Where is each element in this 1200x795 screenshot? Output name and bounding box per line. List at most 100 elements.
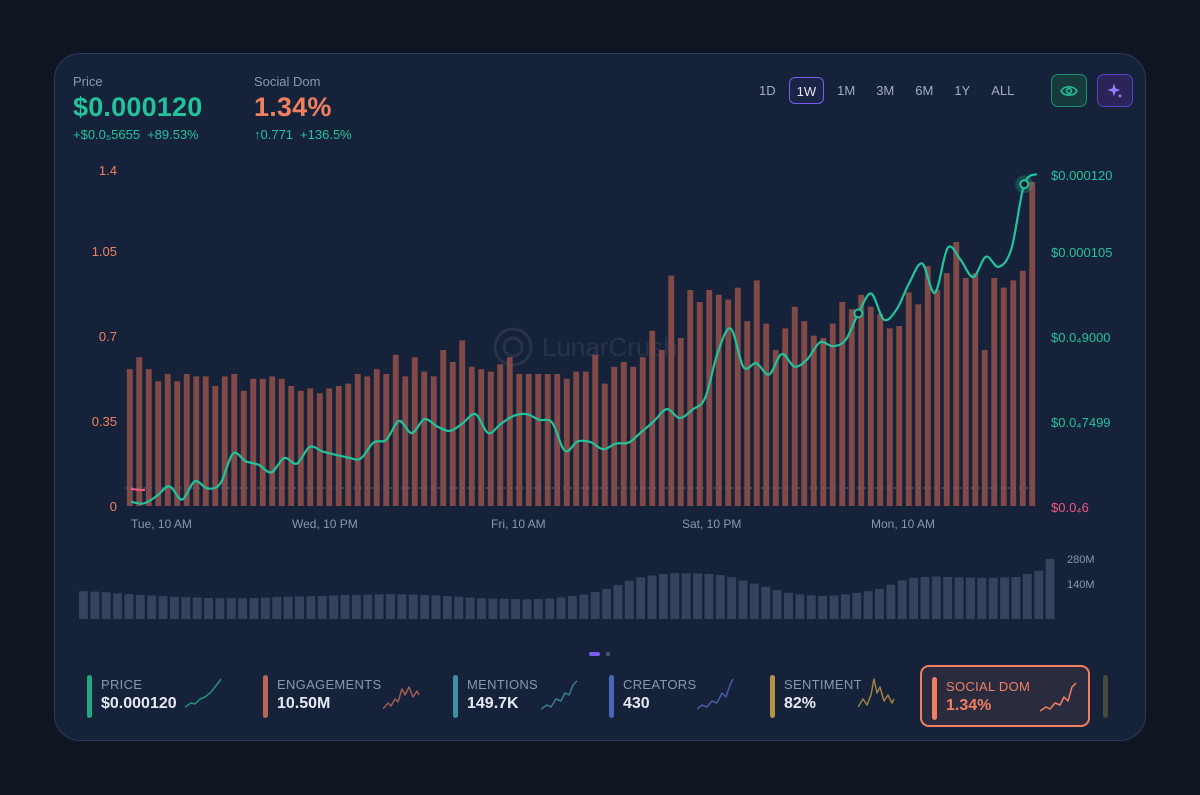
right-axis-tick: $0.0₄7499 — [1051, 415, 1111, 430]
volume-bar — [590, 592, 600, 619]
social-dom-bar — [734, 287, 741, 506]
range-6m-button[interactable]: 6M — [915, 83, 934, 98]
volume-bar — [658, 574, 668, 619]
eye-icon-button[interactable] — [1051, 74, 1087, 107]
metric-engagements[interactable]: ENGAGEMENTS 10.50M — [253, 665, 435, 727]
watermark-text: LunarCrush — [542, 331, 678, 362]
volume-bar — [840, 594, 850, 619]
volume-bar — [1022, 574, 1032, 619]
price-label: Price — [73, 74, 103, 89]
metric-color-bar — [87, 675, 92, 718]
social-dom-price-chart[interactable]: 1.4 1.05 0.7 0.35 0 $0.000120 $0.000105 $0.0₄90… — [55, 54, 1146, 624]
sparkle-icon-button[interactable] — [1097, 74, 1133, 107]
social-dom-bar — [1010, 280, 1017, 506]
metric-label: CREATORS — [623, 677, 697, 692]
volume-bar — [1011, 577, 1021, 619]
social-dom-bar — [962, 278, 969, 506]
volume-bar — [431, 595, 441, 619]
volume-bar — [727, 577, 737, 619]
social-dom-bar — [658, 350, 665, 506]
carousel-dot-active[interactable] — [589, 652, 600, 656]
volume-bar — [795, 594, 805, 619]
social-dom-bar — [744, 321, 751, 506]
social-dom-bar — [278, 378, 285, 506]
range-1w-button[interactable]: 1W — [788, 77, 825, 104]
price-stat: Price $0.000120 +$0.0₅5655 +89.53% — [73, 74, 206, 142]
price-value: $0.000120 — [73, 92, 203, 122]
sparkle-icon — [1107, 83, 1123, 98]
social-dom-bar — [763, 323, 770, 506]
volume-bar — [806, 595, 816, 619]
range-all-button[interactable]: ALL — [991, 83, 1015, 98]
social-dom-bar — [839, 302, 846, 506]
price-change-abs: +$0.0₅5655 — [73, 127, 141, 142]
metric-color-bar — [263, 675, 268, 718]
metric-color-bar — [932, 677, 937, 720]
volume-bar — [215, 598, 225, 619]
metric-creators[interactable]: CREATORS 430 — [599, 665, 749, 727]
price-line — [130, 172, 1038, 505]
range-1m-button[interactable]: 1M — [837, 83, 856, 98]
social-dom-bar — [430, 376, 437, 506]
metric-sentiment[interactable]: SENTIMENT 82% — [760, 665, 910, 727]
price-marker[interactable] — [1019, 179, 1030, 190]
range-3m-button[interactable]: 3M — [876, 83, 895, 98]
social-dom-bar — [326, 388, 333, 506]
x-axis-tick: Mon, 10 AM — [871, 517, 935, 531]
social-dom-bar — [867, 306, 874, 506]
social-dom-bar — [402, 376, 409, 506]
metric-price[interactable]: PRICE $0.000120 — [77, 665, 237, 727]
volume-bar — [283, 596, 293, 619]
social-dom-bar — [468, 366, 475, 506]
range-1d-button[interactable]: 1D — [759, 83, 776, 98]
social-dom-bar — [820, 338, 827, 506]
social-dom-bar — [677, 338, 684, 506]
metric-label: SENTIMENT — [784, 677, 862, 692]
volume-bar — [340, 595, 350, 619]
volume-bar — [226, 598, 236, 619]
social-dom-bar — [155, 381, 162, 506]
volume-bar — [920, 577, 930, 619]
volume-bar — [329, 595, 339, 619]
social-dom-bar — [953, 242, 960, 506]
carousel-dot[interactable] — [606, 652, 610, 656]
volume-bar — [79, 591, 88, 619]
volume-bar — [954, 577, 964, 619]
social-dom-bar — [630, 366, 637, 506]
volume-bar — [488, 598, 498, 619]
carousel-dots — [589, 652, 610, 656]
social-dom-bar — [373, 369, 380, 506]
price-change: +$0.0₅5655 +89.53% — [73, 127, 206, 142]
metric-sparkline — [541, 680, 578, 710]
metric-sparkline — [858, 678, 895, 708]
left-axis-tick: 0.7 — [99, 329, 117, 344]
volume-bar — [351, 594, 361, 619]
volume-bar — [738, 580, 748, 619]
right-axis-tick: $0.0₄6 — [1051, 500, 1089, 515]
metric-social-dom[interactable]: SOCIAL DOM 1.34% — [920, 665, 1090, 727]
metric-color-bar — [453, 675, 458, 718]
volume-bar — [602, 589, 611, 619]
volume-bar — [715, 575, 725, 619]
range-1y-button[interactable]: 1Y — [954, 83, 971, 98]
volume-bar — [863, 591, 873, 619]
volume-bar — [124, 594, 134, 619]
volume-bar — [772, 590, 782, 619]
eye-icon — [1060, 85, 1078, 96]
social-dom-bar — [212, 386, 219, 506]
metric-next-hint — [1103, 675, 1108, 718]
volume-bar — [1034, 570, 1044, 619]
volume-bar — [363, 594, 373, 619]
volume-bar — [943, 577, 953, 619]
metric-mentions[interactable]: MENTIONS 149.7K — [443, 665, 593, 727]
volume-bar — [158, 596, 168, 619]
social-dom-bar — [801, 321, 808, 506]
metric-color-bar — [770, 675, 775, 718]
social-dom-bar — [126, 369, 133, 506]
metric-value: 10.50M — [277, 695, 331, 712]
price-marker[interactable] — [853, 308, 864, 319]
social-dom-bar — [516, 374, 523, 506]
x-axis-tick: Tue, 10 AM — [131, 517, 192, 531]
social-dom-bar — [174, 381, 181, 506]
social-dom-bar — [991, 278, 998, 506]
